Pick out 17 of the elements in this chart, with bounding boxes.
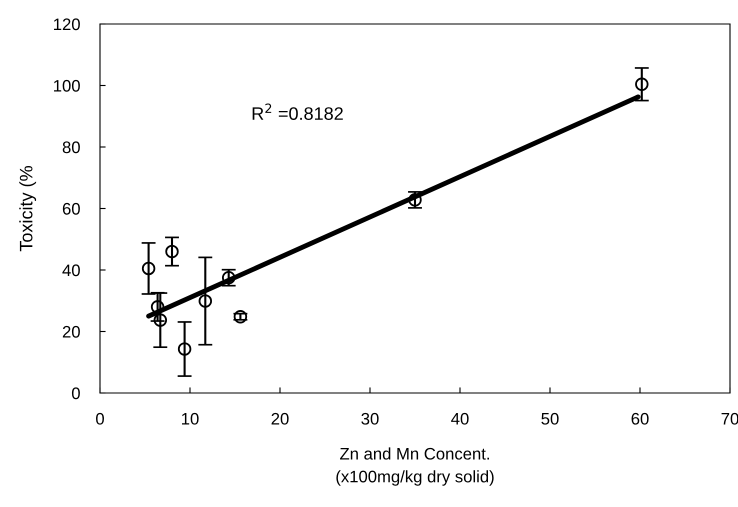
x-tick-label: 10 [182, 412, 199, 425]
y-tick-label: 60 [62, 202, 80, 215]
x-tick-label: 50 [541, 412, 559, 425]
y-tick-label: 20 [62, 326, 80, 338]
y-tick-label: 40 [62, 264, 80, 276]
y-tick-label: 120 [54, 18, 80, 30]
y-tick-label: 100 [54, 80, 80, 92]
x-tick-label: 20 [272, 412, 289, 425]
x-tick-label: 0 [96, 412, 104, 425]
x-axis-title: Zn and Mn Concent. (x100mg/kg dry solid) [336, 447, 494, 486]
x-tick-label: 30 [361, 412, 379, 425]
x-tick-label: 60 [632, 412, 649, 425]
annotation: R$^{2}$ =0.8182 [252, 104, 343, 120]
y-tick-label: 0 [72, 387, 80, 400]
y-axis-title: Toxicity (% [19, 166, 36, 252]
y-tick-label: 80 [62, 141, 80, 154]
x-tick-label: 40 [451, 412, 469, 425]
